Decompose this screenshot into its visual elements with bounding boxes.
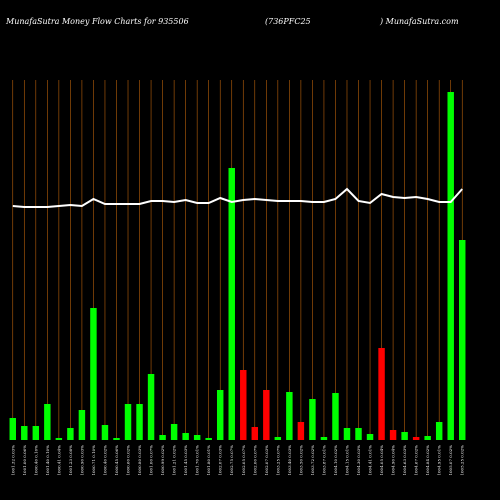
bar (9, 418, 16, 440)
x-tick-label: 1000.45 0.06% (114, 445, 119, 476)
x-tick-label: 1002.07 0.03% (218, 445, 223, 476)
bar (251, 427, 259, 440)
bar (44, 404, 51, 440)
x-tick-label: 1002.07 0.03% (264, 445, 269, 476)
x-tick-label: 1000.41 0.04% (56, 445, 61, 476)
bar (101, 425, 109, 440)
money-flow-line (12, 187, 463, 208)
x-tick-label: 1001.45 0.03% (183, 445, 188, 476)
x-tick-label: 1005.07 0.02% (448, 445, 453, 476)
x-tick-label: 1004.05 0.04% (379, 445, 384, 476)
x-tick-label: 1003.40 0.03% (287, 445, 292, 476)
chart-subtitle: (736PFC25 (265, 17, 311, 26)
x-tick-label: 1005.25 0.02% (460, 445, 465, 476)
bar (320, 437, 328, 440)
bar (67, 428, 74, 440)
bar (113, 438, 120, 440)
bar (424, 436, 431, 440)
bar (355, 428, 362, 440)
x-tick-label: 1004.63 0.03% (402, 445, 407, 476)
bar (216, 390, 224, 440)
x-tick-label: 1000.40 0.10% (33, 445, 38, 476)
x-tick-label: 1003.25 0.07% (275, 445, 280, 476)
x-tick-label: 1000.80 0.03% (137, 445, 142, 476)
x-tick-label: 1004.10 0.02% (333, 445, 338, 476)
bar (378, 348, 385, 440)
x-tick-label: 1004.67 0.02% (414, 445, 419, 476)
x-tick-label: 1002.05 0.07% (241, 445, 246, 476)
bar (32, 426, 40, 440)
bar (435, 422, 443, 440)
x-tick-label: 1001.23 0.08% (68, 445, 73, 476)
x-tick-label: 1001.40 0.10% (45, 445, 50, 476)
bar (412, 437, 420, 440)
bar (90, 308, 97, 440)
bar (366, 434, 374, 440)
chart-title: MunafaSutra Money Flow Charts for 935506 (5, 17, 189, 26)
bar (263, 390, 270, 440)
bar (182, 433, 189, 440)
x-tick-label: 1004.95 0.01% (437, 445, 442, 476)
x-tick-label: 1000.40 0.02% (102, 445, 107, 476)
x-tick-label: 1001.70 0.01% (195, 445, 200, 476)
x-tick-label: 1000.60 0.02% (126, 445, 131, 476)
bar (21, 426, 28, 440)
bar (193, 435, 201, 440)
x-tick-label: 1003.50 0.02% (298, 445, 303, 476)
x-tick-label: 1001.00 0.07% (149, 445, 154, 476)
bar (401, 432, 408, 440)
bar (274, 437, 282, 440)
x-tick-label: 1000.90 0.03% (79, 445, 84, 476)
x-tick-label: 1001.21 0.02% (172, 445, 177, 476)
x-tick-label: 1004.30 0.03% (356, 445, 361, 476)
x-tick-label: 1004.90 0.04% (391, 445, 396, 476)
bar (205, 438, 212, 440)
bar (389, 430, 397, 440)
bar (286, 392, 293, 440)
x-tick-label: 1001.00 0.06% (22, 445, 27, 476)
bar (240, 370, 247, 440)
bar (447, 92, 454, 440)
source: ) MunafaSutra.com (379, 17, 459, 26)
x-tick-label: 1004.15 0.01% (344, 445, 349, 476)
x-tick-label: 1000.99 0.02% (160, 445, 165, 476)
bar (309, 399, 316, 440)
x-tick-label: 1004.41 0.01% (368, 445, 373, 476)
bar (147, 374, 155, 440)
x-tick-label: 1004.84 0.02% (425, 445, 430, 476)
bar (136, 404, 143, 440)
x-tick-label: 1001.32 0.03% (10, 445, 15, 476)
bar (332, 393, 339, 440)
bar (459, 240, 466, 440)
x-tick-label: 1002.75 0.07% (229, 445, 234, 476)
bar (78, 410, 86, 440)
x-tick-label: 1000.71 0.10% (91, 445, 96, 476)
bar (170, 424, 178, 440)
x-tick-label: 1002.00 0.07% (252, 445, 257, 476)
bar (228, 168, 235, 440)
bar (343, 428, 351, 440)
x-tick-label: 1001.80 0.01% (206, 445, 211, 476)
x-tick-label: 1003.87 0.01% (321, 445, 326, 476)
bar (124, 404, 132, 440)
bar (159, 435, 166, 440)
bar (55, 438, 63, 440)
bar (297, 422, 305, 440)
x-tick-label: 1003.72 0.02% (310, 445, 315, 476)
